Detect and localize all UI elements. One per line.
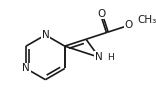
- Text: O: O: [124, 20, 133, 30]
- Text: H: H: [107, 53, 114, 62]
- Text: N: N: [95, 52, 103, 62]
- Text: N: N: [22, 63, 30, 74]
- Text: CH₃: CH₃: [137, 15, 156, 25]
- Text: N: N: [41, 30, 49, 40]
- Text: O: O: [97, 9, 105, 19]
